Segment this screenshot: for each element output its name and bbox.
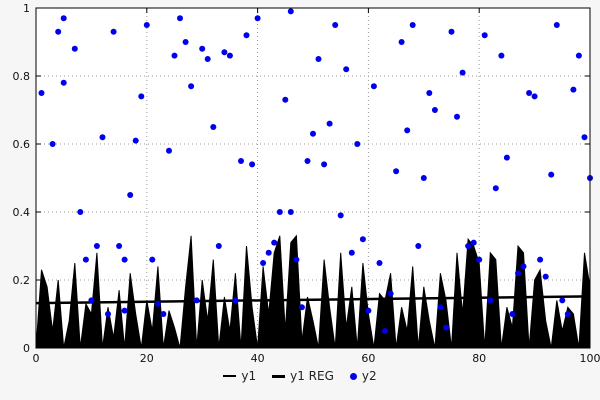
y-tick-label: 0.8 (13, 70, 31, 83)
x-tick-label: 80 (472, 352, 486, 365)
x-tick-label: 40 (251, 352, 265, 365)
legend-item-y1-reg: y1 REG (272, 369, 334, 383)
legend-label-y1-reg: y1 REG (290, 369, 334, 383)
y1-reg-line-swatch-icon (272, 374, 286, 378)
y1-reg-line (35, 295, 591, 305)
y1-line-swatch-icon (223, 375, 237, 377)
x-axis-tick-labels: 0 20 40 60 80 100 (33, 352, 600, 365)
y-tick-label: 0.4 (13, 206, 31, 219)
legend-item-y1: y1 (223, 369, 256, 383)
x-tick-label: 20 (140, 352, 154, 365)
y-tick-label: 0.2 (13, 274, 31, 287)
legend-label-y2: y2 (361, 369, 377, 383)
x-tick-label: 60 (361, 352, 375, 365)
y-tick-label: 1 (23, 2, 30, 15)
plot-border (35, 7, 591, 349)
y2-scatter-points (38, 8, 593, 334)
x-tick-label: 0 (33, 352, 40, 365)
y-tick-label: 0.6 (13, 138, 31, 151)
legend-label-y1: y1 (241, 369, 257, 383)
plot-area: 0 20 40 60 80 100 0 0.2 0.4 0.6 0.8 1 (13, 2, 600, 365)
x-tick-label: 100 (580, 352, 600, 365)
y-tick-label: 0 (23, 342, 30, 355)
y2-point-swatch-icon (349, 372, 357, 380)
legend-item-y2: y2 (349, 369, 377, 383)
chart-legend: y1 y1 REG y2 (0, 369, 600, 383)
y-axis-tick-labels: 0 0.2 0.4 0.6 0.8 1 (13, 2, 31, 355)
axis-ticks (35, 7, 591, 349)
